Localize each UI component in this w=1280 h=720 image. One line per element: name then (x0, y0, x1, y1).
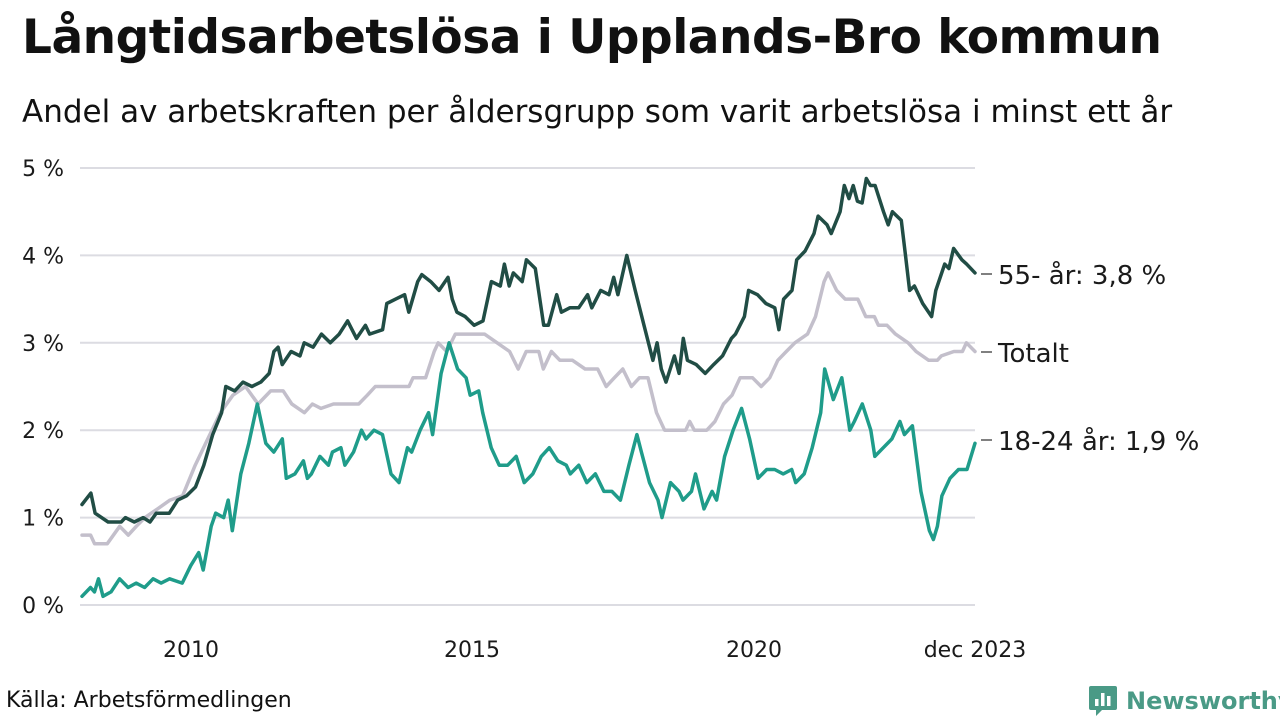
y-tick-label: 3 % (22, 332, 64, 357)
gridlines (80, 167, 975, 606)
chart-subtitle: Andel av arbetskraften per åldersgrupp s… (22, 94, 1173, 130)
end-label-older: 55- år: 3,8 % (998, 260, 1166, 291)
source-note: Källa: Arbetsförmedlingen (6, 688, 292, 713)
x-tick-label: dec 2023 (924, 638, 1027, 663)
chart-title: Långtidsarbetslösa i Upplands-Bro kommun (22, 10, 1162, 65)
newsworthy-logo-icon (1089, 686, 1117, 716)
x-tick-label: 2015 (444, 638, 500, 663)
y-tick-label: 4 % (22, 244, 64, 269)
y-axis-ticks: 0 % 1 % 2 % 3 % 4 % 5 % (22, 157, 64, 619)
series-end-labels: 55- år: 3,8 % Totalt 18-24 år: 1,9 % (981, 260, 1199, 457)
end-label-total: Totalt (997, 339, 1069, 369)
x-axis-ticks: 2010 2015 2020 dec 2023 (163, 638, 1026, 663)
brand-name: Newsworthy (1126, 687, 1280, 715)
series-line-total (80, 271, 977, 546)
y-tick-label: 2 % (22, 419, 64, 444)
series-line-young (80, 341, 977, 599)
y-tick-label: 5 % (22, 157, 64, 182)
y-tick-label: 1 % (22, 507, 64, 532)
series-line-older (80, 176, 977, 524)
end-label-young: 18-24 år: 1,9 % (998, 426, 1199, 457)
series-lines (80, 176, 977, 599)
y-tick-label: 0 % (22, 594, 64, 619)
x-tick-label: 2020 (726, 638, 782, 663)
newsworthy-logo: Newsworthy (1088, 683, 1280, 719)
x-tick-label: 2010 (163, 638, 219, 663)
